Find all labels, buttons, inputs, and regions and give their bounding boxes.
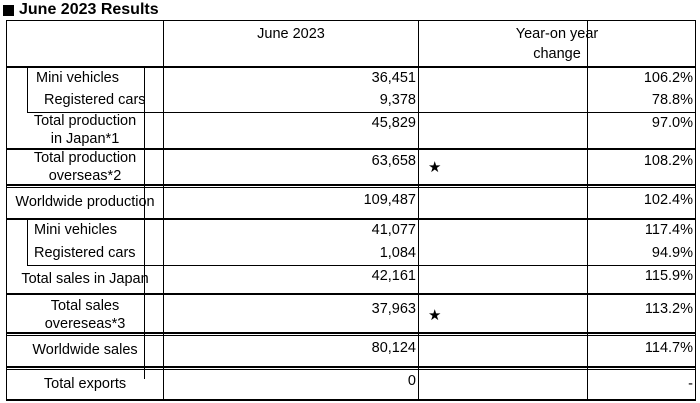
report-title: June 2023 Results: [2, 0, 159, 20]
value-worldwide-production: 109,487: [363, 192, 416, 208]
change-tso: 113.2%: [644, 301, 693, 317]
value-sales-mini-vehicles: 41,077: [371, 222, 416, 238]
row-label-worldwide-sales: Worldwide sales: [32, 342, 138, 358]
change-mini-vehicles: 106.2%: [643, 70, 693, 86]
row-label-registered-cars: Registered cars: [44, 92, 146, 108]
row-line-tso: [6, 332, 696, 334]
row-line-header: [6, 66, 696, 68]
header-yoy-line1: Year-on year: [515, 26, 599, 42]
change-worldwide-sales: 114.7%: [644, 340, 693, 356]
change-tpj: 97.0%: [651, 115, 693, 131]
row-line-tso-double: [6, 335, 696, 336]
row-line-group2: [27, 265, 696, 266]
change-sales-registered-cars: 94.9%: [651, 245, 693, 261]
row-label-mini-vehicles: Mini vehicles: [36, 70, 119, 86]
row-label-tpj-line2: in Japan*1: [50, 131, 120, 147]
header-june-2023: June 2023: [257, 26, 325, 42]
value-tso: 37,963: [371, 301, 416, 317]
col-divider-labels: [163, 20, 164, 400]
row-line-tpo-double: [6, 187, 696, 188]
row-line-ws-bottom: [6, 366, 696, 368]
group2-indent-line: [27, 220, 28, 265]
row-label-tso-line2: overeseas*3: [44, 316, 126, 332]
col-divider-marker: [587, 20, 588, 400]
row-line-tpj: [6, 148, 696, 150]
star-marker-tpo: ★: [428, 159, 442, 176]
row-line-wp: [6, 218, 696, 220]
change-registered-cars: 78.8%: [651, 92, 693, 108]
value-tpj: 45,829: [371, 115, 416, 131]
value-mini-vehicles: 36,451: [371, 70, 416, 86]
row-label-worldwide-production: Worldwide production: [15, 194, 155, 210]
value-worldwide-sales: 80,124: [371, 340, 416, 356]
row-label-sales-mini-vehicles: Mini vehicles: [34, 222, 117, 238]
row-line-tsj: [6, 293, 696, 295]
row-label-tpo-line1: Total production: [33, 150, 137, 166]
row-label-sales-registered-cars: Registered cars: [34, 245, 136, 261]
row-line-tpo: [6, 184, 696, 186]
row-line-ws-bottom-double: [6, 369, 696, 370]
header-yoy-line2: change: [533, 46, 581, 62]
group1-indent-line: [27, 67, 28, 112]
row-label-tpj-line1: Total production: [33, 113, 137, 129]
value-total-exports: 0: [407, 373, 416, 389]
label-double-line: [144, 67, 145, 379]
change-tpo: 108.2%: [643, 153, 693, 169]
black-square-icon: [3, 4, 14, 16]
row-label-tso-line1: Total sales: [50, 298, 120, 314]
value-registered-cars: 9,378: [379, 92, 416, 108]
table-border-top: [6, 20, 696, 21]
value-tsj: 42,161: [371, 268, 416, 284]
value-tpo: 63,658: [371, 153, 416, 169]
report-title-text: June 2023 Results: [19, 1, 159, 18]
star-marker-tso: ★: [428, 307, 442, 324]
row-label-total-exports: Total exports: [43, 376, 127, 392]
change-worldwide-production: 102.4%: [643, 192, 693, 208]
table-border-right: [695, 20, 696, 400]
value-sales-registered-cars: 1,084: [379, 245, 416, 261]
table-border-left: [6, 20, 7, 400]
table-border-bottom: [6, 399, 696, 400]
row-label-tpo-line2: overseas*2: [48, 168, 122, 184]
col-divider-value: [418, 20, 419, 400]
change-total-exports: -: [688, 376, 693, 392]
row-label-tsj: Total sales in Japan: [21, 271, 149, 287]
row-line-group1: [27, 112, 696, 113]
change-sales-mini-vehicles: 117.4%: [644, 222, 693, 238]
change-tsj: 115.9%: [644, 268, 693, 284]
